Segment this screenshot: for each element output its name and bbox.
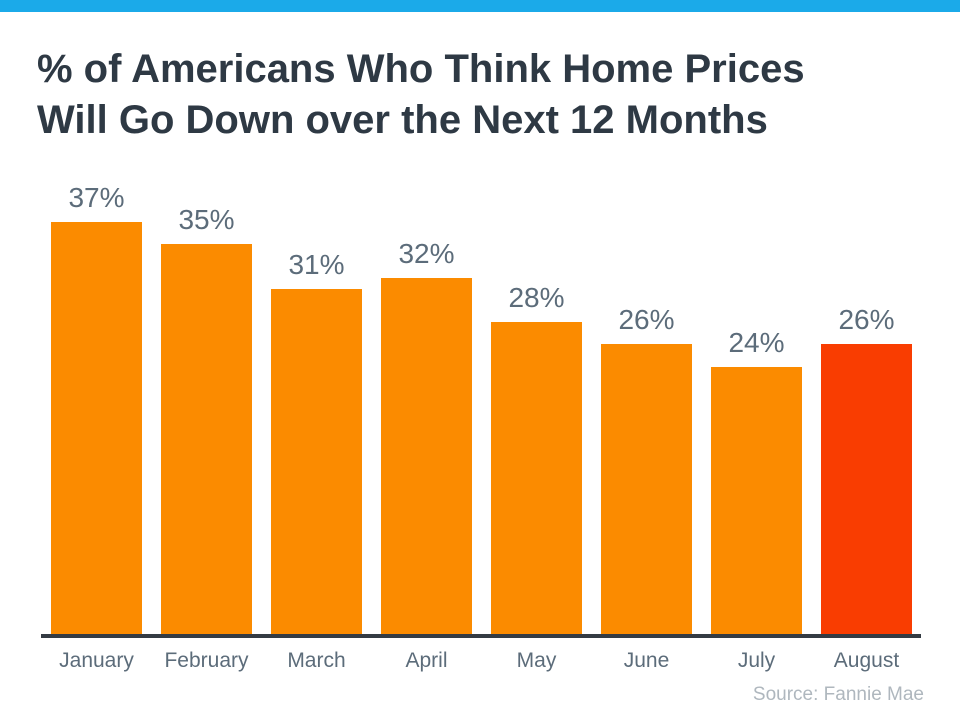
x-axis-label-june: June [623, 649, 670, 672]
x-axis-label-may: May [516, 649, 557, 672]
x-axis-label-august: August [833, 649, 900, 672]
bar-column-april: 32% [381, 239, 472, 634]
bar-value-label: 32% [398, 238, 455, 269]
bar-august [821, 344, 912, 634]
bar-value-label: 35% [178, 204, 235, 235]
page-title-line-2: Will Go Down over the Next 12 Months [37, 98, 768, 142]
bar-april [381, 278, 472, 634]
bar-value-label: 28% [508, 282, 565, 313]
x-axis-label-march: March [287, 649, 346, 672]
bar-value-label: 26% [618, 304, 675, 335]
x-axis-labels: January February March April May June July Augu… [41, 649, 921, 673]
bar-column-january: 37% [51, 183, 142, 634]
bar-june [601, 344, 692, 634]
bar-value-label: 26% [838, 304, 895, 335]
bar-february [161, 244, 252, 634]
x-axis-label-april: April [405, 649, 448, 672]
bar-column-july: 24% [711, 328, 802, 634]
bar-value-label: 37% [68, 182, 125, 213]
bar-column-may: 28% [491, 283, 582, 634]
top-accent-bar [0, 0, 960, 12]
bar-value-label: 24% [728, 327, 785, 358]
bar-column-june: 26% [601, 305, 692, 634]
x-axis-label-january: January [59, 649, 134, 672]
page-title-line-1: % of Americans Who Think Home Prices [37, 47, 805, 91]
bar-march [271, 289, 362, 634]
bar-january [51, 222, 142, 634]
source-note: Source: Fannie Mae [752, 684, 924, 705]
x-axis-label-july: July [737, 649, 776, 672]
page-title: % of Americans Who Think Home Prices Wil… [37, 44, 960, 146]
bar-value-label: 31% [288, 249, 345, 280]
chart-plot-area: 37% 35% 31% 32% 28% 26% 24% 26% [41, 160, 921, 634]
bar-chart: 37% 35% 31% 32% 28% 26% 24% 26% January February… [41, 160, 921, 673]
x-axis-line [41, 634, 921, 638]
bar-column-march: 31% [271, 250, 362, 634]
bar-column-august: 26% [821, 305, 912, 634]
bar-may [491, 322, 582, 634]
bar-july [711, 367, 802, 634]
bar-column-february: 35% [161, 205, 252, 634]
x-axis-label-february: February [164, 649, 249, 672]
